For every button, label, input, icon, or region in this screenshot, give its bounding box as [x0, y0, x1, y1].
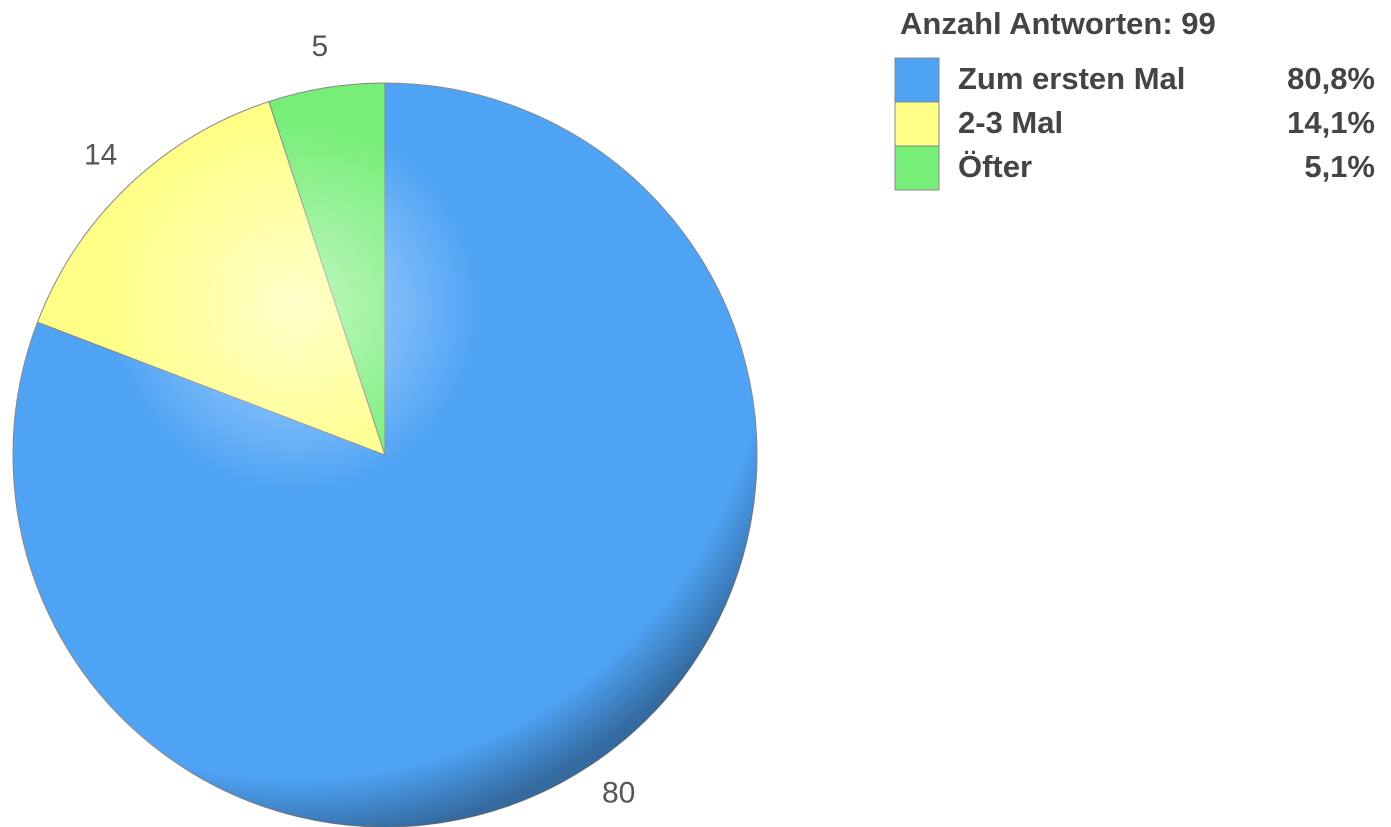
legend-swatch	[894, 145, 940, 191]
legend-share: 5,1%	[1304, 149, 1375, 184]
slice-label: 80	[602, 776, 635, 809]
legend-label: 2-3 Mal	[958, 105, 1063, 140]
legend-label: Zum ersten Mal	[958, 61, 1185, 96]
legend-swatch	[894, 57, 940, 103]
legend-share: 80,8%	[1287, 61, 1375, 96]
slice-label: 14	[84, 139, 117, 172]
slice-label: 5	[312, 30, 329, 63]
legend-share: 14,1%	[1287, 105, 1375, 140]
legend-label: Öfter	[958, 149, 1032, 184]
legend-title: Anzahl Antworten: 99	[900, 6, 1216, 41]
legend-swatch	[894, 101, 940, 147]
pie	[12, 82, 758, 827]
